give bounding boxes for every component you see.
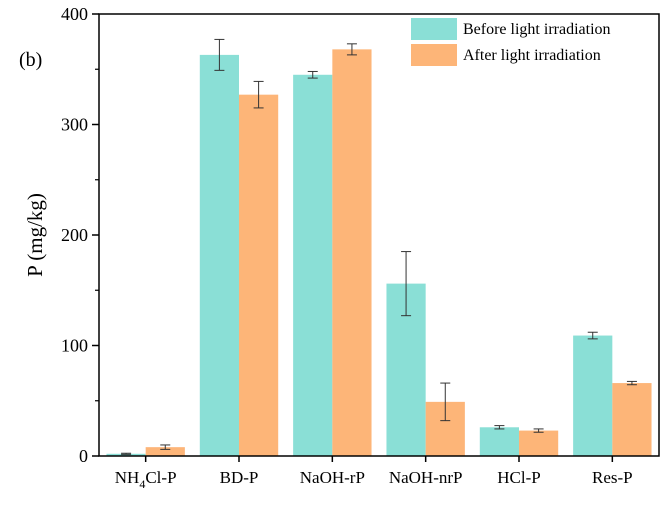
y-tick-label: 400	[61, 4, 88, 24]
y-tick-label: 100	[61, 336, 88, 356]
bar	[332, 49, 372, 457]
y-tick-label: 200	[61, 225, 88, 245]
legend-label: Before light irradiation	[463, 21, 611, 38]
legend-label: After light irradiation	[463, 47, 601, 64]
x-tick-label: Res-P	[592, 468, 633, 487]
error-bars-layer	[121, 38, 637, 455]
y-axis-label: P (mg/kg)	[23, 193, 47, 277]
x-tick-label: NH4Cl-P	[115, 468, 177, 491]
bar	[573, 335, 613, 456]
bar	[479, 427, 519, 456]
bar	[612, 383, 652, 456]
x-tick-label: NaOH-nrP	[389, 468, 463, 487]
bar	[106, 453, 146, 456]
panel-label: (b)	[19, 49, 42, 71]
y-tick-label: 0	[79, 446, 88, 466]
bar	[199, 54, 239, 456]
axes-layer: 0 100 200 300 400 NH4Cl-P BD-P NaOH-rP NaOH-nrP H…	[61, 4, 660, 491]
bar	[519, 430, 559, 456]
legend-swatch	[411, 18, 457, 40]
bar	[293, 74, 333, 457]
y-tick-label: 300	[61, 115, 88, 135]
x-tick-label: BD-P	[220, 468, 259, 487]
bar	[239, 94, 279, 456]
x-tick-label: NaOH-rP	[300, 468, 365, 487]
bars-layer	[106, 49, 652, 457]
legend: Before light irradiation After light irra…	[411, 18, 611, 66]
bar	[145, 447, 185, 456]
x-tick-label: HCl-P	[497, 468, 540, 487]
legend-swatch	[411, 44, 457, 66]
